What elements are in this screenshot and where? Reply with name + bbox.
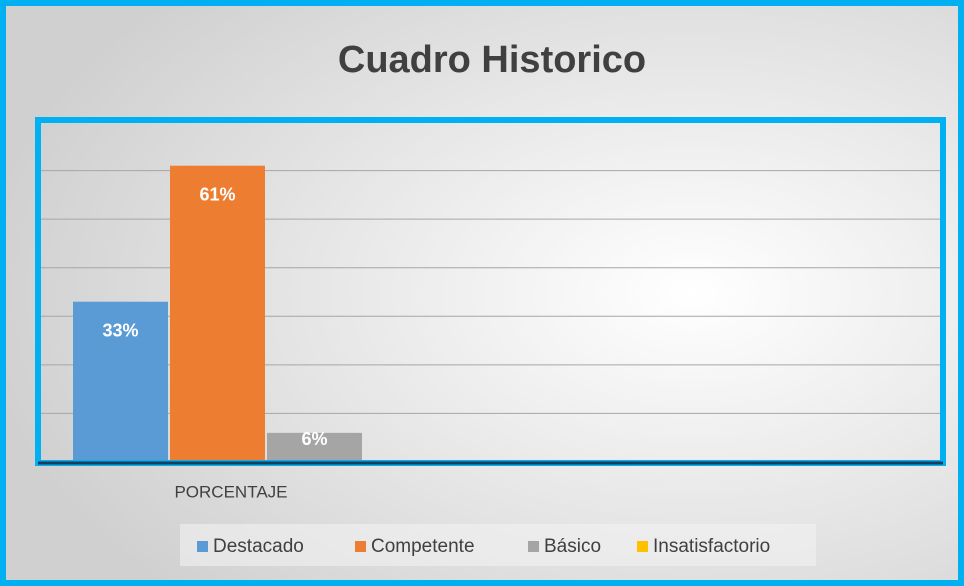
legend-label: Destacado — [213, 536, 304, 557]
legend-label: Competente — [371, 536, 475, 557]
legend-swatch — [355, 541, 366, 552]
chart-title: Cuadro Historico — [338, 39, 646, 81]
legend-box — [180, 524, 816, 566]
bar — [73, 301, 168, 462]
legend-label: Básico — [544, 536, 601, 557]
legend-swatch — [637, 541, 648, 552]
x-tick-label: PORCENTAJE — [174, 482, 287, 501]
bar — [267, 432, 362, 462]
legend-label: Insatisfactorio — [653, 536, 770, 557]
data-label: 61% — [199, 184, 235, 204]
data-label: 33% — [102, 320, 138, 340]
legend-swatch — [528, 541, 539, 552]
data-label: 6% — [301, 429, 327, 449]
legend-swatch — [197, 541, 208, 552]
bar — [170, 165, 265, 462]
